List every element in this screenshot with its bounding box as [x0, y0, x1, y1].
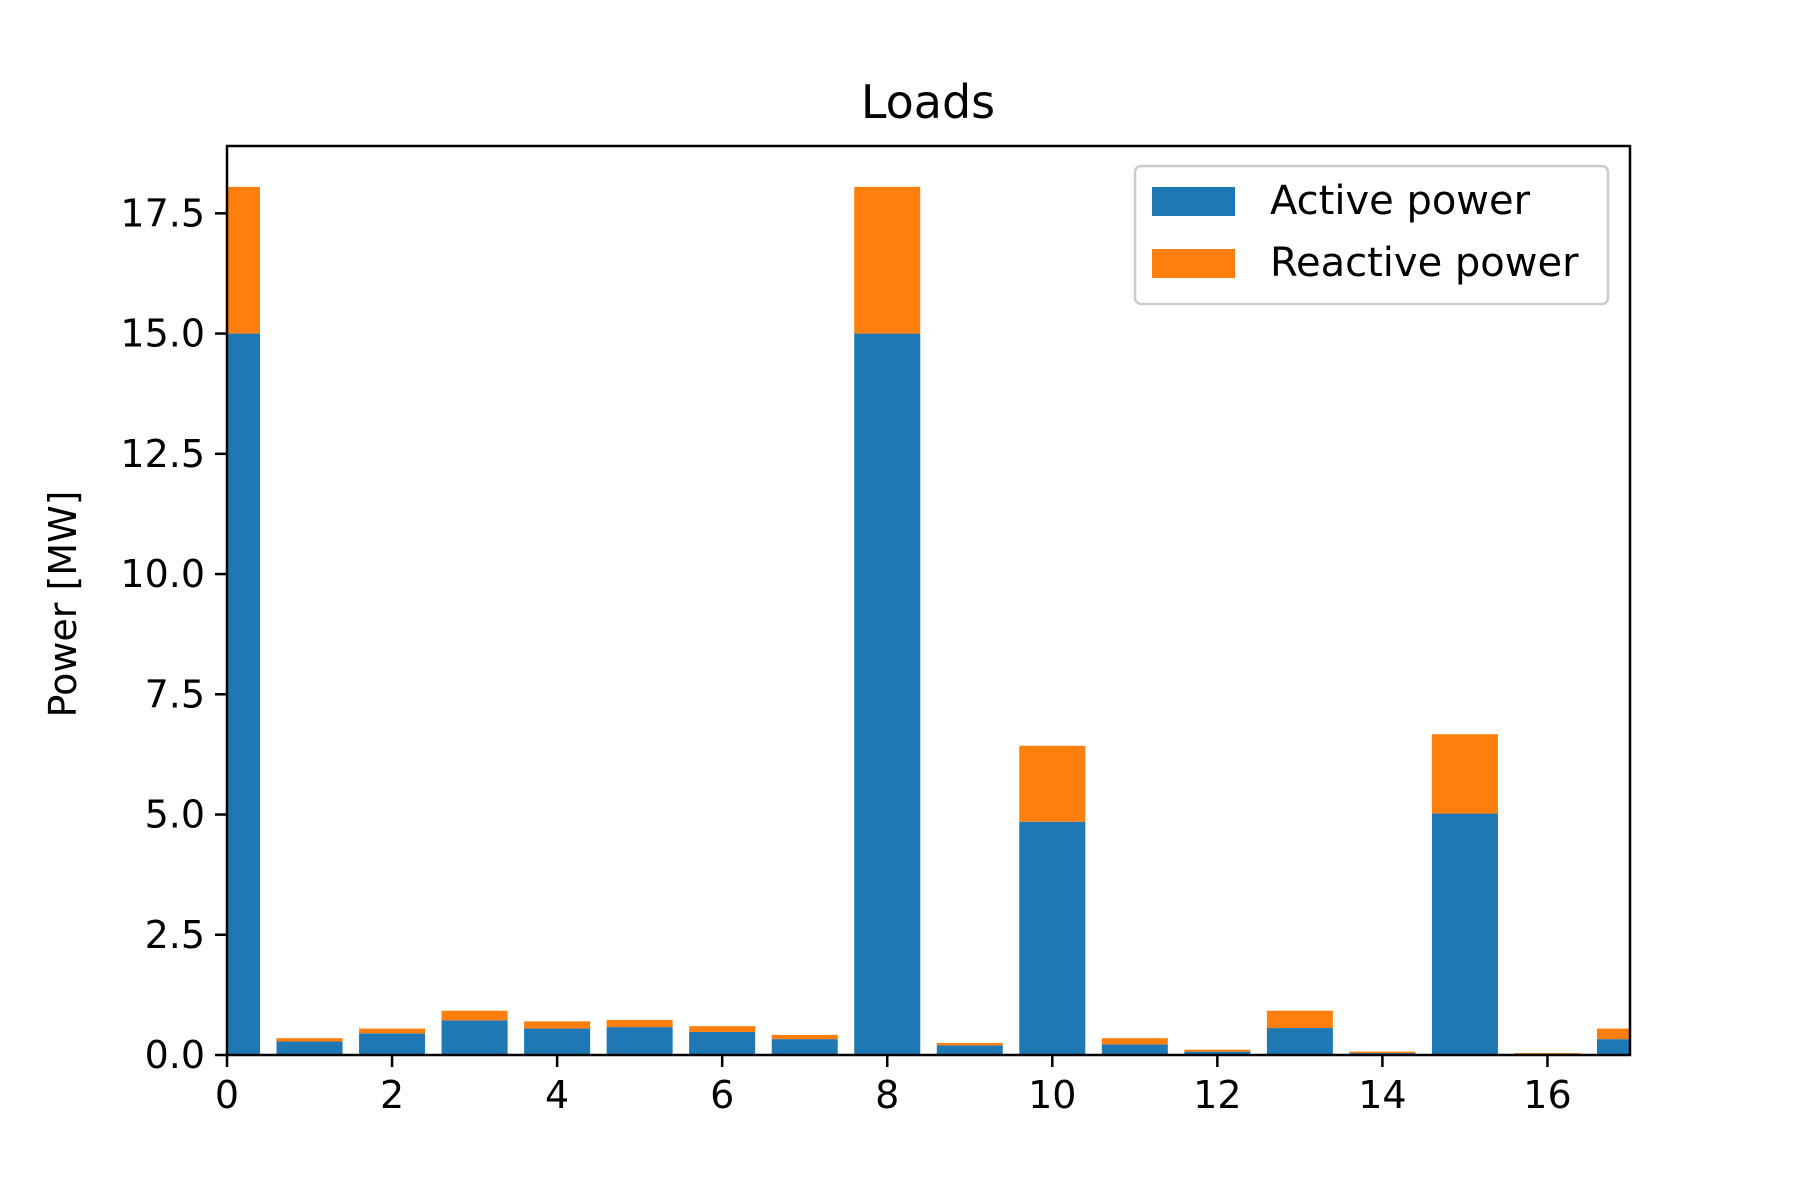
- bar-reactive-power-10: [1019, 745, 1086, 822]
- legend: Active power Reactive power: [1133, 164, 1610, 306]
- bar-active-power-10: [1019, 821, 1086, 1055]
- bar-active-power-4: [524, 1028, 591, 1055]
- bar-reactive-power-17: [1596, 1028, 1630, 1040]
- y-tick-label: 12.5: [120, 432, 205, 476]
- bar-reactive-power-6: [689, 1026, 756, 1032]
- legend-swatch-active: [1152, 187, 1235, 216]
- legend-box: [1133, 164, 1610, 306]
- bars-group: [227, 186, 1630, 1055]
- bar-reactive-power-13: [1266, 1010, 1333, 1029]
- x-tick-label: 14: [1358, 1073, 1406, 1117]
- bar-active-power-3: [441, 1020, 508, 1055]
- bar-active-power-5: [606, 1027, 673, 1055]
- bar-reactive-power-7: [771, 1034, 838, 1040]
- y-tick-label: 17.5: [120, 191, 205, 235]
- legend-label-reactive: Reactive power: [1270, 240, 1579, 286]
- chart-title: Loads: [861, 75, 995, 129]
- bar-reactive-power-0: [227, 186, 261, 334]
- bar-active-power-11: [1101, 1044, 1168, 1055]
- bar-reactive-power-8: [854, 186, 921, 334]
- y-axis-ticks: 0.0 2.5 5.0 7.5 10.0 12.5 15.0 17.5: [120, 191, 227, 1077]
- bar-active-power-0: [227, 333, 261, 1055]
- y-tick-label: 10.0: [120, 552, 205, 596]
- x-tick-label: 10: [1028, 1073, 1076, 1117]
- x-tick-label: 8: [875, 1073, 899, 1117]
- x-tick-label: 2: [380, 1073, 404, 1117]
- bar-active-power-17: [1596, 1039, 1630, 1055]
- bar-reactive-power-2: [359, 1028, 426, 1034]
- legend-label-active: Active power: [1270, 178, 1531, 224]
- bar-reactive-power-4: [524, 1021, 591, 1029]
- x-tick-label: 16: [1523, 1073, 1571, 1117]
- y-tick-label: 7.5: [145, 672, 205, 716]
- bar-active-power-15: [1431, 813, 1498, 1055]
- bar-active-power-13: [1266, 1028, 1333, 1055]
- legend-swatch-reactive: [1152, 249, 1235, 278]
- bar-reactive-power-16: [1514, 1053, 1581, 1055]
- x-axis-ticks: 0 2 4 6 8 10 12 14 16: [215, 1055, 1572, 1117]
- x-tick-label: 12: [1193, 1073, 1241, 1117]
- bar-reactive-power-15: [1431, 734, 1498, 814]
- x-tick-label: 6: [710, 1073, 734, 1117]
- bar-reactive-power-9: [936, 1042, 1003, 1046]
- x-tick-label: 4: [545, 1073, 569, 1117]
- y-tick-label: 15.0: [120, 312, 205, 356]
- plot-frame: [225, 144, 1632, 1057]
- bar-reactive-power-14: [1349, 1051, 1416, 1054]
- bar-reactive-power-1: [276, 1038, 343, 1042]
- bar-reactive-power-3: [441, 1010, 508, 1021]
- bar-active-power-6: [689, 1031, 756, 1055]
- x-tick-label: 0: [215, 1073, 239, 1117]
- bar-active-power-1: [276, 1041, 343, 1055]
- y-axis-label: Power [MW]: [41, 491, 85, 718]
- bar-active-power-9: [936, 1045, 1003, 1055]
- y-tick-label: 0.0: [145, 1033, 205, 1077]
- bar-active-power-12: [1184, 1051, 1251, 1055]
- y-tick-label: 2.5: [145, 913, 205, 957]
- bar-reactive-power-11: [1101, 1038, 1168, 1045]
- bar-active-power-7: [771, 1039, 838, 1055]
- bar-active-power-2: [359, 1033, 426, 1055]
- bar-reactive-power-5: [606, 1019, 673, 1028]
- y-tick-label: 5.0: [145, 793, 205, 837]
- bar-reactive-power-12: [1184, 1049, 1251, 1052]
- bar-active-power-8: [854, 333, 921, 1055]
